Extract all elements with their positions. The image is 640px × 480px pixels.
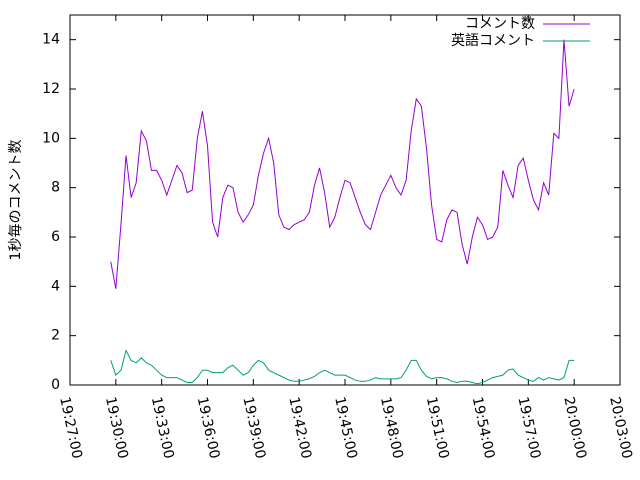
x-tick-label: 19:51:00: [423, 395, 452, 460]
x-tick-label: 19:54:00: [469, 395, 498, 460]
series-line: [110, 349, 575, 385]
x-tick-label: 19:33:00: [148, 395, 177, 460]
y-tick-label: 14: [42, 32, 60, 48]
x-tick-label: 20:03:00: [606, 395, 635, 460]
series-line: [110, 39, 575, 289]
y-tick-label: 2: [51, 328, 60, 344]
y-tick-label: 8: [51, 180, 60, 196]
x-tick-label: 19:27:00: [56, 395, 85, 460]
x-tick-label: 19:57:00: [515, 395, 544, 460]
y-tick-label: 4: [51, 278, 60, 294]
x-tick-label: 19:36:00: [194, 395, 223, 460]
y-tick-label: 10: [42, 130, 60, 146]
legend-label: コメント数: [465, 16, 535, 32]
y-tick-label: 12: [42, 81, 60, 97]
x-tick-label: 19:48:00: [377, 395, 406, 460]
y-axis-label: 1秒毎のコメント数: [8, 140, 24, 261]
plot-border: [69, 14, 621, 386]
legend-label: 英語コメント: [451, 32, 535, 49]
x-tick-label: 19:39:00: [240, 395, 269, 460]
x-tick-label: 20:00:00: [560, 395, 589, 460]
y-tick-label: 6: [51, 229, 60, 245]
x-tick-label: 19:30:00: [102, 395, 131, 460]
x-tick-label: 19:45:00: [331, 395, 360, 460]
x-tick-label: 19:42:00: [285, 395, 314, 460]
y-tick-label: 0: [51, 377, 60, 393]
